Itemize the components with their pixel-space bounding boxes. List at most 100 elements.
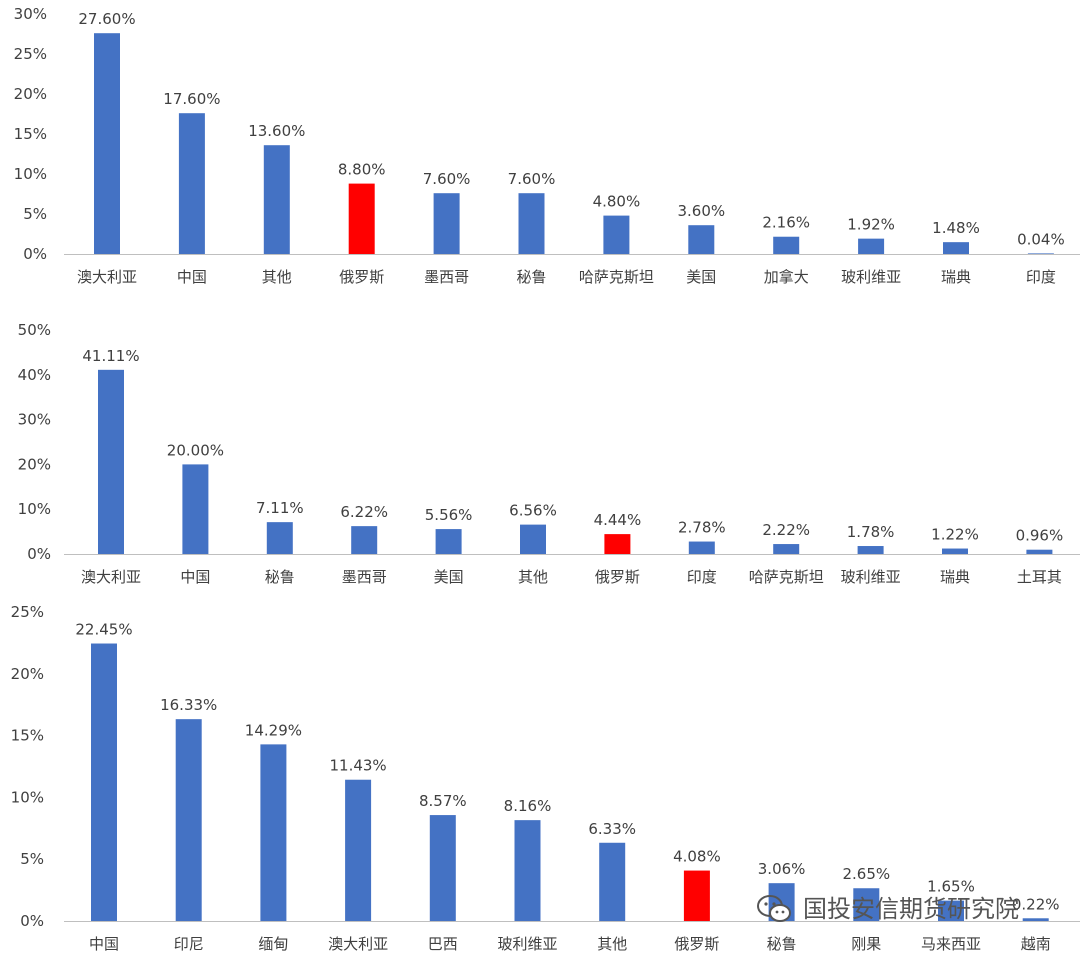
category-label: 俄罗斯 (595, 568, 640, 586)
data-label: 3.60% (677, 202, 725, 220)
bar (938, 900, 964, 921)
bar (688, 225, 715, 254)
y-tick-label: 30% (18, 411, 51, 429)
bar (263, 145, 290, 254)
bar (773, 236, 800, 254)
category-label: 印度 (687, 568, 717, 586)
category-label: 其他 (518, 568, 548, 586)
data-label: 4.44% (594, 511, 642, 529)
category-label: 加拿大 (764, 268, 809, 286)
category-label: 瑞典 (941, 268, 971, 286)
category-label: 墨西哥 (424, 268, 469, 286)
y-tick-label: 40% (18, 366, 51, 384)
data-label: 1.78% (847, 523, 895, 541)
data-label: 27.60% (78, 10, 135, 28)
category-label: 巴西 (428, 935, 458, 953)
data-label: 8.16% (504, 797, 552, 815)
bar (178, 113, 205, 254)
bar (942, 548, 968, 554)
y-tick-label: 5% (23, 205, 47, 223)
category-label: 美国 (686, 268, 716, 286)
bar (514, 820, 541, 921)
bar (599, 842, 626, 921)
category-label: 美国 (434, 568, 464, 586)
watermark-text: 国投安信期货研究院 (803, 895, 1019, 923)
data-label: 11.43% (329, 757, 386, 775)
category-label: 澳大利亚 (77, 268, 137, 286)
category-label: 越南 (1021, 935, 1051, 953)
data-label: 14.29% (245, 721, 302, 739)
category-label: 玻利维亚 (841, 268, 901, 286)
category-label: 澳大利亚 (81, 568, 141, 586)
category-label: 墨西哥 (342, 568, 387, 586)
wechat-icon (757, 895, 791, 922)
category-label: 其他 (262, 268, 292, 286)
data-label: 7.60% (423, 170, 471, 188)
bar (175, 719, 202, 921)
data-label: 2.16% (762, 214, 810, 232)
category-label: 秘鲁 (516, 268, 546, 286)
y-tick-label: 20% (11, 665, 44, 683)
category-label: 印尼 (174, 935, 204, 953)
chart-1: 0% 5% 10% 15% 20% 25% 30% 27.60% 澳大利亚 17.60% 中国 13.… (14, 5, 1080, 286)
data-label: 0.04% (1017, 230, 1065, 248)
category-label: 中国 (177, 268, 207, 286)
data-label: 1.92% (847, 216, 895, 234)
y-tick-label: 10% (11, 788, 44, 806)
bar (858, 238, 885, 254)
category-label: 玻利维亚 (841, 568, 901, 586)
data-label: 4.08% (673, 848, 721, 866)
data-label: 17.60% (163, 90, 220, 108)
data-label: 5.56% (425, 506, 473, 524)
data-label: 1.48% (932, 219, 980, 237)
data-label: 0.96% (1016, 527, 1064, 545)
category-label: 秘鲁 (265, 568, 295, 586)
chart-2: 0% 10% 20% 30% 40% 50% 41.11% 澳大利亚 20.00% 中国 7.11%… (18, 321, 1080, 586)
bar (429, 815, 456, 921)
bar (773, 544, 800, 554)
bar-highlight (683, 870, 710, 921)
category-label: 秘鲁 (767, 935, 797, 953)
category-label: 澳大利亚 (328, 935, 388, 953)
bar (433, 193, 460, 254)
data-label: 6.22% (340, 503, 388, 521)
y-tick-label: 25% (14, 45, 47, 63)
bar (518, 193, 545, 254)
category-label: 中国 (89, 935, 119, 953)
data-label: 7.11% (256, 499, 304, 517)
y-tick-label: 5% (20, 850, 44, 868)
bar (1027, 253, 1054, 254)
y-tick-label: 0% (23, 245, 47, 263)
data-label: 6.33% (588, 820, 636, 838)
bar (182, 464, 209, 554)
data-label: 8.57% (419, 792, 467, 810)
category-label: 哈萨克斯坦 (579, 268, 654, 286)
data-label: 4.80% (593, 193, 641, 211)
bar-highlight (348, 183, 375, 254)
data-label: 13.60% (248, 122, 305, 140)
data-label: 3.06% (758, 860, 806, 878)
y-tick-label: 15% (11, 727, 44, 745)
y-tick-label: 0% (20, 912, 44, 930)
bar (345, 779, 372, 921)
category-label: 瑞典 (940, 568, 970, 586)
bar (351, 526, 378, 554)
bar (943, 242, 969, 254)
data-label: 8.80% (338, 161, 386, 179)
category-label: 马来西亚 (921, 935, 981, 953)
bar (857, 546, 884, 554)
y-tick-label: 20% (18, 455, 51, 473)
data-label: 2.65% (842, 865, 890, 883)
bar (91, 643, 117, 921)
category-label: 俄罗斯 (339, 268, 384, 286)
bar (1022, 918, 1049, 921)
category-label: 俄罗斯 (674, 935, 719, 953)
y-tick-label: 50% (18, 321, 51, 339)
data-label: 2.22% (762, 521, 810, 539)
data-label: 2.78% (678, 519, 726, 537)
y-tick-label: 25% (11, 603, 44, 621)
data-label: 41.11% (82, 347, 139, 365)
category-label: 刚果 (851, 935, 881, 953)
y-tick-label: 30% (14, 5, 47, 23)
